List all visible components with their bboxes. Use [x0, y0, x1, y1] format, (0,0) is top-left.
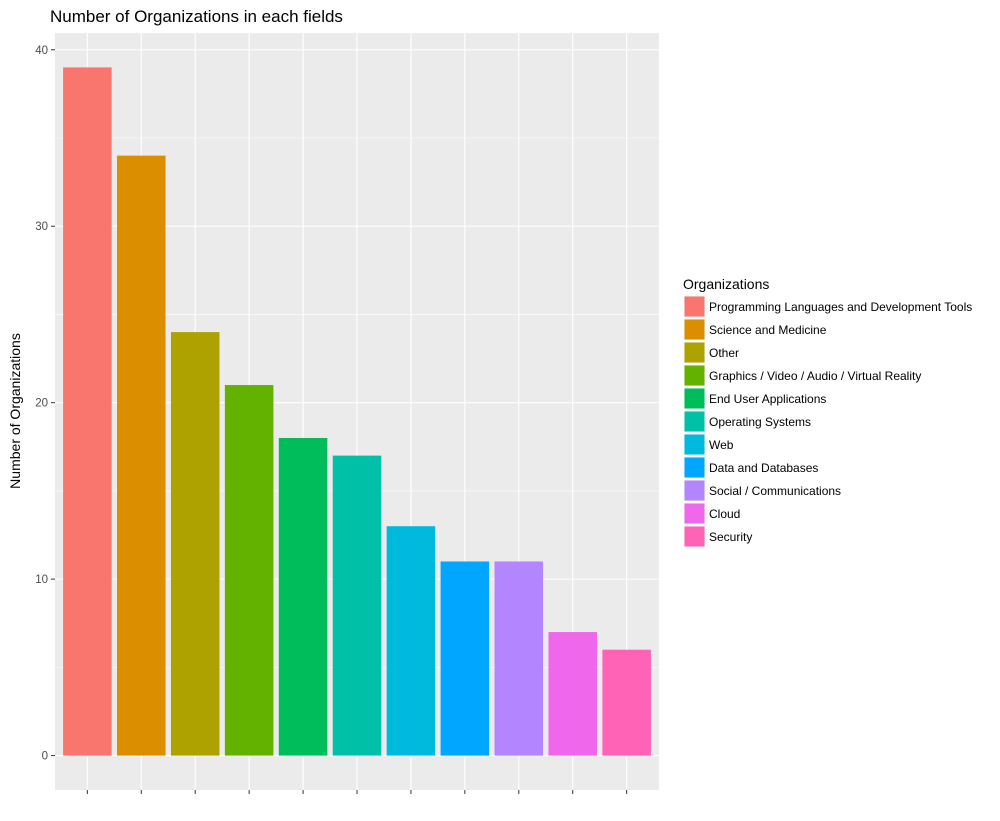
legend-swatch	[684, 526, 705, 547]
bars	[63, 67, 651, 756]
bar	[332, 455, 382, 756]
bar	[224, 385, 274, 756]
bar	[602, 649, 651, 756]
chart-title: Number of Organizations in each fields	[50, 7, 343, 26]
legend-label: Programming Languages and Development To…	[709, 300, 972, 314]
legend-label: Graphics / Video / Audio / Virtual Reali…	[709, 369, 921, 383]
y-tick-label: 30	[35, 221, 48, 233]
legend-label: Cloud	[709, 507, 740, 521]
legend-label: Operating Systems	[709, 415, 811, 429]
bar	[63, 67, 112, 756]
bar	[386, 526, 436, 756]
x-axis-ticks	[86, 790, 628, 794]
y-tick-label: 0	[42, 751, 48, 763]
legend-label: Data and Databases	[709, 461, 818, 475]
bar	[278, 437, 328, 756]
legend-title: Organizations	[683, 276, 769, 292]
bar	[548, 632, 597, 756]
y-tick-label: 20	[35, 398, 48, 410]
legend-swatch	[684, 411, 705, 432]
legend-label: End User Applications	[709, 392, 826, 406]
legend-label: Social / Communications	[709, 484, 841, 498]
legend-label: Security	[709, 530, 752, 544]
legend-swatch	[684, 388, 705, 409]
y-axis-title: Number of Organizations	[7, 333, 23, 489]
legend-swatch	[684, 365, 705, 386]
legend-swatch	[684, 503, 705, 524]
bar	[170, 332, 220, 756]
legend-label: Other	[709, 346, 739, 360]
bar	[494, 561, 544, 756]
legend-swatch	[684, 457, 705, 478]
legend-swatch	[684, 434, 705, 455]
legend-swatch	[684, 480, 705, 501]
legend: Programming Languages and Development To…	[684, 296, 972, 547]
bar	[117, 155, 166, 756]
legend-swatch	[684, 296, 705, 317]
bar	[440, 561, 490, 756]
y-tick-label: 10	[35, 574, 48, 586]
legend-label: Science and Medicine	[709, 323, 827, 337]
legend-label: Web	[709, 438, 734, 452]
y-tick-label: 40	[35, 45, 48, 57]
legend-swatch	[684, 319, 705, 340]
legend-swatch	[684, 342, 705, 363]
y-axis-ticks: 0 10 20 30 40	[35, 45, 55, 763]
